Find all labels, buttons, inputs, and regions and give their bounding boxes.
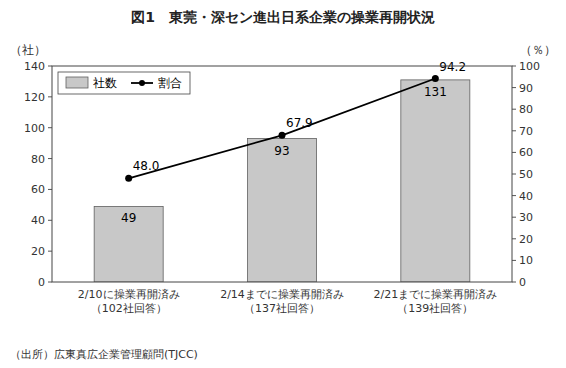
y-tick-label: 0 bbox=[38, 276, 45, 289]
y2-tick-label: 10 bbox=[519, 254, 533, 267]
line-label: 48.0 bbox=[133, 159, 160, 173]
y2-tick-label: 100 bbox=[519, 60, 540, 73]
legend-label: 割合 bbox=[158, 76, 182, 90]
title: 図1 東莞・深セン進出日系企業の操業再開状況 bbox=[131, 9, 435, 25]
y-tick-label: 40 bbox=[31, 214, 45, 227]
y2-tick-label: 90 bbox=[519, 82, 533, 95]
x-tick-label: 2/14までに操業再開済み（137社回答） bbox=[220, 288, 344, 315]
y2-tick-label: 40 bbox=[519, 190, 533, 203]
y-tick-label: 140 bbox=[24, 60, 45, 73]
bar-label: 131 bbox=[424, 85, 447, 99]
line-marker bbox=[125, 175, 132, 182]
legend-swatch bbox=[66, 77, 88, 88]
y2-tick-label: 30 bbox=[519, 211, 533, 224]
chart-svg: 図1 東莞・深セン進出日系企業の操業再開状況（社）（％）020406080100… bbox=[0, 0, 566, 368]
line-marker bbox=[279, 132, 286, 139]
y-tick bbox=[48, 158, 52, 159]
y-axis-label: （社） bbox=[10, 43, 46, 57]
y2-tick bbox=[512, 87, 516, 88]
bar bbox=[248, 139, 317, 282]
y-tick bbox=[48, 127, 52, 128]
plot-frame bbox=[52, 66, 512, 282]
y2-tick bbox=[512, 260, 516, 261]
y2-tick-label: 0 bbox=[519, 276, 526, 289]
legend-item: 社数 bbox=[66, 76, 117, 90]
y-tick-label: 80 bbox=[31, 153, 45, 166]
bar bbox=[94, 206, 163, 282]
x-tick-label: 2/10に操業再開済み（102社回答） bbox=[78, 288, 180, 315]
y2-tick-label: 50 bbox=[519, 168, 533, 181]
y-tick bbox=[48, 220, 52, 221]
bar-label: 93 bbox=[274, 144, 289, 158]
y2-tick-label: 20 bbox=[519, 233, 533, 246]
x-tick-label-line: （137社回答） bbox=[244, 302, 320, 315]
legend-label: 社数 bbox=[93, 76, 117, 90]
legend: 社数 割合 bbox=[58, 72, 190, 94]
x-tick-label: 2/21までに操業再開済み（139社回答） bbox=[373, 288, 497, 315]
y-tick bbox=[48, 66, 52, 67]
y2-tick-label: 70 bbox=[519, 125, 533, 138]
y2-tick bbox=[512, 217, 516, 218]
y-tick-label: 120 bbox=[24, 91, 45, 104]
y2-tick bbox=[512, 66, 516, 67]
x-tick-label-line: （102社回答） bbox=[91, 302, 167, 315]
y2-tick-label: 80 bbox=[519, 103, 533, 116]
y-tick-label: 60 bbox=[31, 183, 45, 196]
y-tick-label: 20 bbox=[31, 245, 45, 258]
y2-tick bbox=[512, 282, 516, 283]
y2-tick bbox=[512, 174, 516, 175]
x-tick-label-line: 2/14までに操業再開済み bbox=[220, 288, 344, 301]
line-marker bbox=[432, 75, 439, 82]
y-tick bbox=[48, 96, 52, 97]
y2-tick bbox=[512, 130, 516, 131]
x-tick-label-line: 2/10に操業再開済み bbox=[78, 288, 180, 301]
y2-tick-label: 60 bbox=[519, 146, 533, 159]
y-tick bbox=[48, 251, 52, 252]
y2-tick bbox=[512, 152, 516, 153]
y-tick bbox=[48, 189, 52, 190]
line-label: 67.9 bbox=[286, 116, 313, 130]
legend-marker bbox=[139, 80, 145, 86]
chart-container: 図1 東莞・深セン進出日系企業の操業再開状況（社）（％）020406080100… bbox=[0, 0, 566, 368]
y2-tick bbox=[512, 195, 516, 196]
y2-tick bbox=[512, 109, 516, 110]
line-label: 94.2 bbox=[439, 60, 466, 74]
y2-tick bbox=[512, 238, 516, 239]
x-tick-label-line: （139社回答） bbox=[397, 302, 473, 315]
x-tick-label-line: 2/21までに操業再開済み bbox=[373, 288, 497, 301]
bar bbox=[401, 80, 470, 282]
y2-axis-label: （％） bbox=[520, 43, 556, 57]
legend-box bbox=[58, 72, 190, 94]
marks bbox=[94, 75, 470, 282]
y-tick-label: 100 bbox=[24, 122, 45, 135]
legend-item: 割合 bbox=[131, 76, 182, 90]
y-tick bbox=[48, 282, 52, 283]
source-note: （出所）広東真広企業管理顧問(TJCC) bbox=[10, 348, 198, 361]
data-labels: 49 93 131 48.0 67.9 94.2 bbox=[121, 60, 466, 226]
bar-label: 49 bbox=[121, 211, 136, 225]
